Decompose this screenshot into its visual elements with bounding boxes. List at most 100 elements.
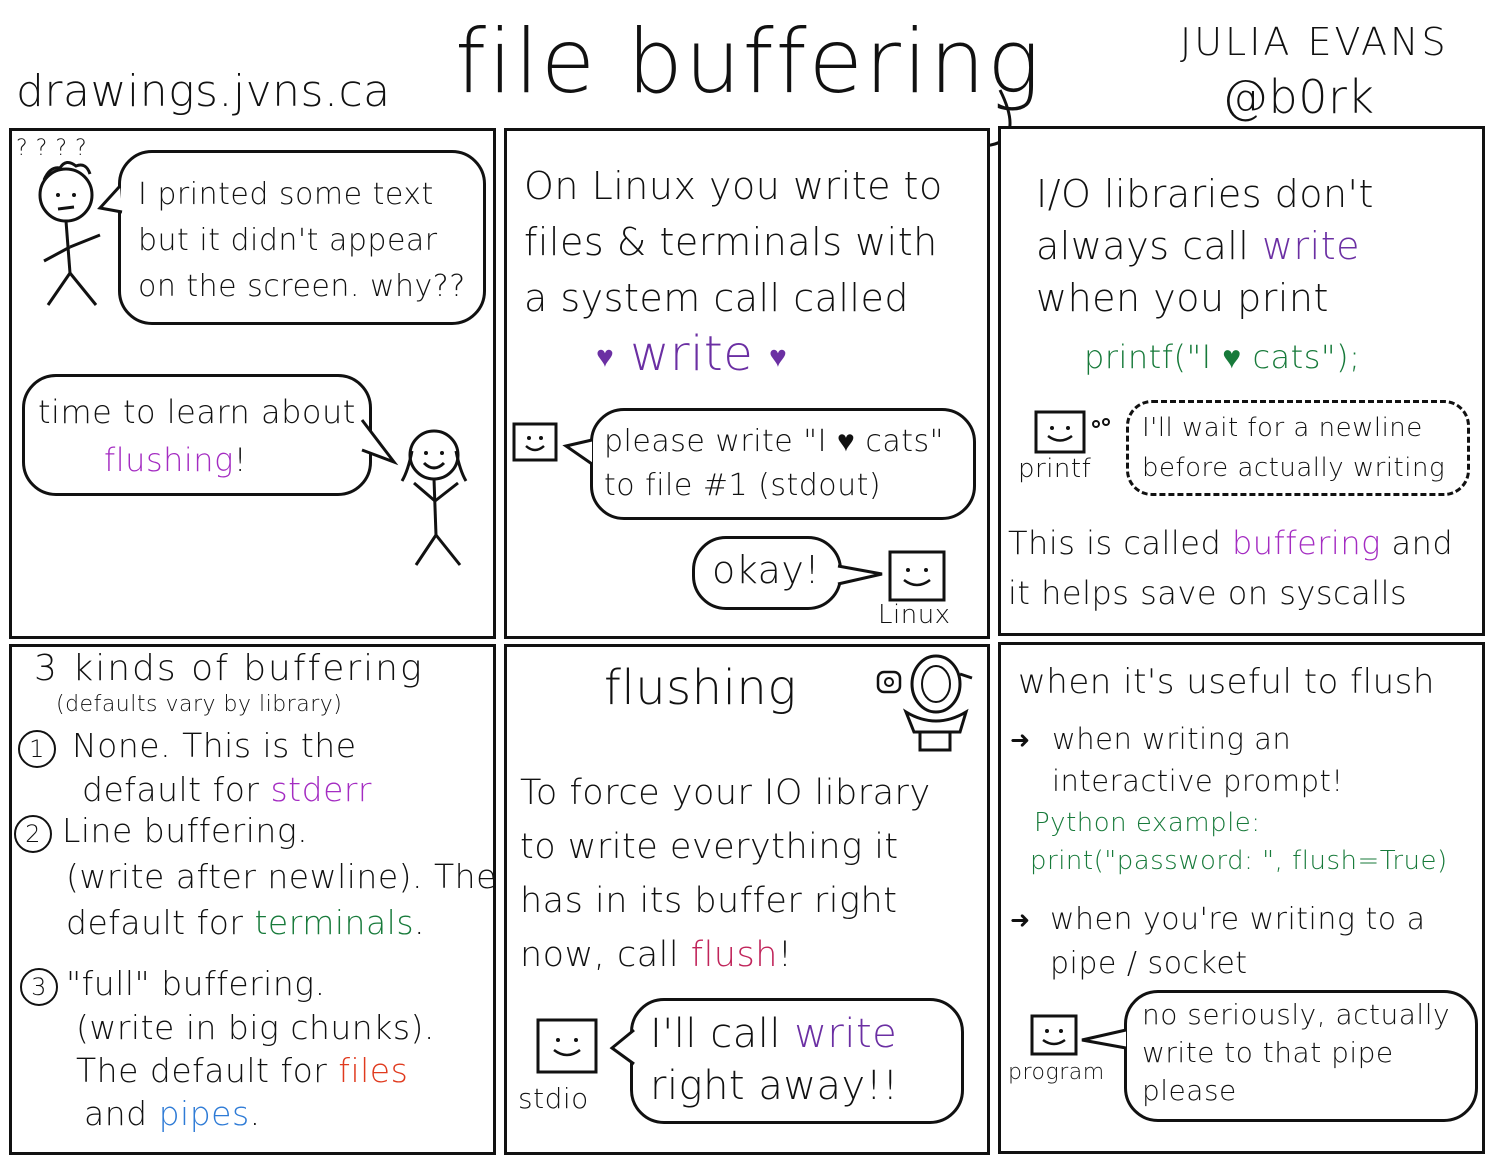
question-text: I printed some text but it didn't appear… [138,172,466,310]
linux-box-icon [888,550,946,602]
number-badge: 2 [14,815,52,853]
linux-label: Linux [878,600,951,630]
body-text: now, call [520,935,680,975]
kind-text: The default for [76,1051,328,1090]
arrow-icon: ➜ [1010,726,1031,754]
kind-text: default for [66,903,244,942]
kind-none: 1 None. This is the default for stderr [18,724,372,812]
keyword-pipes: pipes [158,1094,250,1133]
thought-text: I'll wait for a newline before actually … [1142,408,1445,488]
body-line: has in its buffer right [520,881,898,921]
kind-line: (write after newline). The [66,857,497,896]
thought-line: before actually writing [1142,453,1446,483]
program-label: program [1008,1060,1105,1085]
reply-text: I'll call [650,1011,781,1057]
speech-tail [609,1028,635,1066]
flushing-body: To force your IO library to write everyt… [520,766,931,982]
question-line: on the screen. why?? [138,269,466,304]
kind-text: "full" buffering. [66,964,326,1003]
okay-text: okay! [712,548,821,592]
stdio-speech-bubble [630,998,964,1124]
item-line: when you're writing to a [1050,902,1426,937]
arrow-icon: ➜ [1010,906,1031,934]
kind-text: . [414,903,426,942]
kind-line: (write in big chunks). [76,1008,435,1047]
toilet-icon [876,654,973,752]
keyword-write: write [794,1011,898,1057]
example-code: print("password: ", flush=True) [1030,846,1448,876]
python-example: Python example: print("password: ", flus… [1030,804,1448,880]
speech-tail [1081,1028,1127,1050]
answer-text: time to learn about flushing! [38,388,356,484]
body-line: now, call flush! [520,928,931,982]
intro-line: when you print [1036,276,1329,320]
body-line: To force your IO library [520,773,931,813]
explanation-text: and [1391,524,1454,562]
kind-text: Line buffering. [62,811,309,850]
keyword-stderr: stderr [270,770,373,809]
stdio-box-icon [536,1018,598,1074]
program-box-icon [512,422,558,462]
exclaim: ! [233,441,248,479]
question-line: but it didn't appear [138,223,438,258]
intro-text: always call [1036,224,1250,268]
keyword-terminals: terminals [254,903,415,942]
request-text: please write "I ♥ cats" to file #1 (stdo… [604,420,944,508]
flushing-title: flushing [604,660,797,716]
program-bubble-text: no seriously, actually write to that pip… [1142,996,1450,1110]
reply-line: right away!! [650,1063,899,1109]
intro-line: I/O libraries don't [1036,172,1374,216]
author-name: JULIA EVANS [1180,20,1449,64]
page-title: file buffering [455,10,1042,113]
when-item-pipe: when you're writing to a pipe / socket [1050,898,1426,986]
stdio-label: stdio [518,1082,589,1115]
answer-speech-bubble [22,374,372,496]
write-syscall-label: ♥ write ♥ [596,326,787,382]
panel-kinds-of-buffering [9,644,496,1155]
keyword-files: files [338,1051,409,1090]
kind-text: default for [82,770,260,809]
question-line: I printed some text [138,177,434,212]
speech-tail [837,564,883,586]
write-word: write [630,326,754,382]
kind-line: 3 "full" buffering. [20,962,435,1006]
confused-person-icon [38,161,101,306]
panel-io-libraries [998,126,1485,636]
number-badge: 1 [18,730,56,768]
linux-intro: On Linux you write to files & terminals … [524,158,943,326]
exclaim: ! [777,935,793,975]
answer-line: flushing! [38,436,356,484]
printf-label: printf [1018,454,1092,484]
stdio-reply: I'll call write right away!! [650,1008,899,1112]
io-intro: I/O libraries don't always call write wh… [1036,168,1374,324]
bubble-line: write to that pipe [1142,1036,1394,1069]
author-handle: @b0rk [1222,70,1375,124]
example-label: Python example: [1034,808,1261,838]
intro-line: always call write [1036,220,1374,272]
thought-line: I'll wait for a newline [1142,413,1423,443]
thought-cloud [1126,400,1470,496]
confused-question-marks: ? ? ? ? [16,136,88,161]
kind-text: None. This is the [72,726,357,765]
request-line: to file #1 (stdout) [604,468,882,503]
explanation-line: This is called buffering and [1008,518,1453,568]
program-box-icon [1030,1014,1078,1056]
kind-full-buffering: 3 "full" buffering. (write in big chunks)… [20,962,435,1135]
speech-tail [97,184,123,214]
heart-icon: ♥ [769,339,788,375]
heart-icon: ♥ [596,339,615,375]
kind-line: and pipes. [20,1092,435,1135]
answer-line: time to learn about [38,393,356,431]
intro-line: files & terminals with [524,220,938,264]
keyword-buffering: buffering [1231,524,1381,562]
kind-line: default for stderr [18,768,372,812]
explanation-text: This is called [1008,524,1222,562]
speech-tail [562,438,593,466]
reply-line: I'll call write [650,1008,899,1060]
kinds-subtitle: (defaults vary by library) [56,692,343,717]
question-speech-bubble [118,150,486,325]
keyword-write: write [1261,224,1361,268]
when-title: when it's useful to flush [1018,662,1435,702]
speech-tail [360,419,399,466]
item-line: when writing an [1052,722,1292,756]
